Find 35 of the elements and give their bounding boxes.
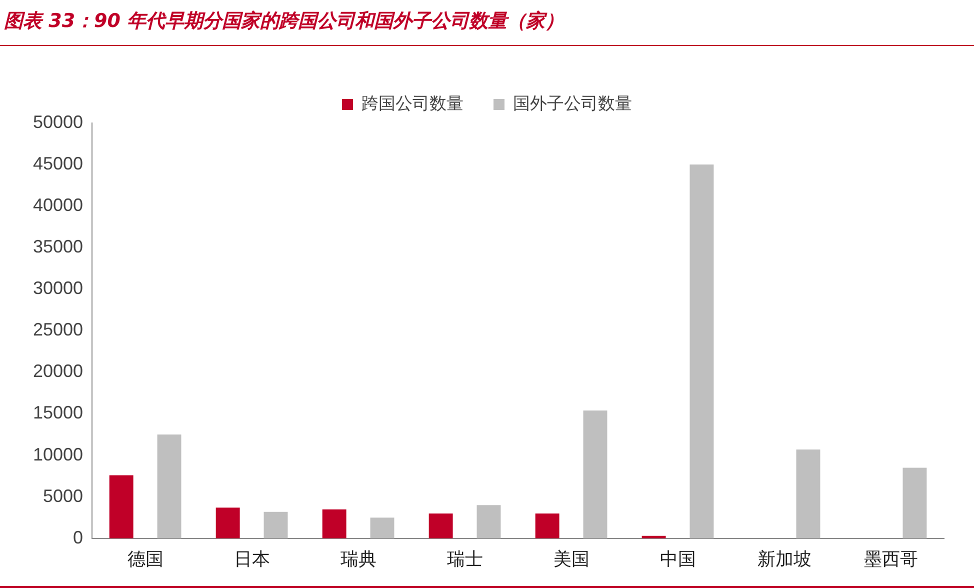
x-tick-label: 墨西哥	[864, 548, 918, 570]
y-tick-label: 40000	[32, 195, 84, 216]
bar	[322, 509, 346, 538]
y-tick-label: 35000	[32, 236, 84, 257]
y-tick-label: 0	[73, 527, 84, 548]
x-tick-label: 瑞典	[340, 548, 376, 570]
x-tick-label: 新加坡	[757, 548, 812, 570]
legend-label: 国外子公司数量	[513, 94, 632, 114]
bar	[157, 434, 182, 538]
x-tick-label: 中国	[660, 548, 696, 570]
bar	[690, 164, 714, 538]
bar	[216, 508, 240, 538]
bar	[583, 410, 608, 538]
bar	[476, 505, 501, 538]
bar	[796, 450, 820, 538]
x-tick-label: 德国	[127, 548, 164, 570]
x-tick-label: 美国	[553, 548, 590, 570]
bar	[428, 513, 453, 538]
bar	[264, 512, 288, 538]
y-tick-label: 30000	[32, 278, 84, 298]
bar	[109, 475, 134, 538]
legend-label: 跨国公司数量	[362, 94, 464, 114]
y-tick-label: 10000	[32, 444, 84, 464]
y-tick-label: 45000	[32, 154, 84, 174]
y-tick-label: 50000	[32, 112, 84, 132]
bar	[535, 513, 560, 538]
bar	[902, 468, 927, 538]
chart-title: 图表 33：90 年代早期分国家的跨国公司和国外子公司数量（家）	[4, 9, 564, 34]
x-tick-label: 日本	[234, 548, 270, 570]
y-tick-label: 5000	[43, 486, 84, 506]
bar	[370, 518, 394, 538]
y-tick-label: 15000	[32, 402, 84, 423]
x-tick-label: 瑞士	[446, 548, 483, 570]
y-tick-label: 25000	[32, 320, 84, 340]
y-tick-label: 20000	[32, 361, 84, 382]
